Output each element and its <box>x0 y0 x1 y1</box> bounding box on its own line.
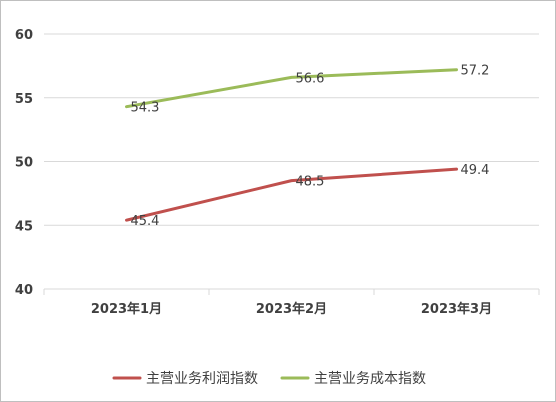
series-line <box>125 68 458 109</box>
data-label: 48.5 <box>296 175 325 190</box>
y-tick-label: 40 <box>15 283 33 298</box>
data-label: 45.4 <box>131 214 160 229</box>
data-label: 56.6 <box>296 71 325 86</box>
x-axis: 2023年1月 2023年2月 2023年3月 <box>43 288 540 317</box>
data-label: 54.3 <box>131 101 160 116</box>
y-tick-label: 55 <box>15 92 33 107</box>
data-label: 49.4 <box>461 163 490 178</box>
x-tick-label: 2023年3月 <box>421 301 492 317</box>
series-line <box>125 167 458 222</box>
x-tick-label: 2023年2月 <box>256 301 327 317</box>
y-axis: 40 45 50 55 60 <box>15 28 33 298</box>
y-tick-label: 60 <box>15 28 33 43</box>
series-group: 45.4 48.5 49.4 54.3 56.6 57.2 <box>125 64 490 229</box>
data-label: 57.2 <box>461 64 490 79</box>
legend-label: 主营业务成本指数 <box>314 371 426 387</box>
legend: 主营业务利润指数 主营业务成本指数 <box>112 371 426 387</box>
legend-label: 主营业务利润指数 <box>146 371 258 387</box>
x-tick-label: 2023年1月 <box>91 301 162 317</box>
y-tick-label: 45 <box>15 219 33 234</box>
y-tick-label: 50 <box>15 156 33 171</box>
